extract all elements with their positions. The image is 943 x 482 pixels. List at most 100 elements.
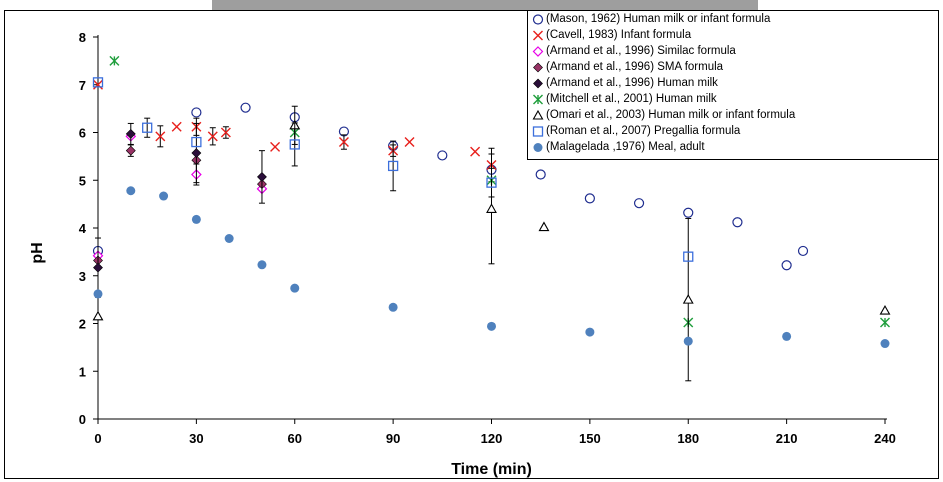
marker-stroke: [155, 131, 166, 142]
legend-marker: [533, 94, 543, 105]
marker-stroke: [470, 146, 481, 157]
data-point: [191, 107, 202, 118]
legend-item: (Malagelada ,1976) Meal, adult: [528, 140, 938, 155]
data-point: [93, 79, 103, 90]
data-point: [191, 136, 202, 148]
data-point: [486, 203, 497, 213]
data-point: [533, 143, 543, 152]
legend-marker: [532, 126, 544, 137]
legend-marker: [532, 46, 544, 57]
x-tick-label: 60: [288, 431, 302, 446]
data-point: [270, 141, 281, 152]
data-point: [533, 62, 543, 73]
legend-marker: [533, 78, 543, 89]
legend-item: (Roman et al., 2007) Pregallia formula: [528, 124, 938, 139]
data-point: [584, 193, 595, 204]
y-tick-label: 4: [79, 221, 87, 236]
data-point: [532, 14, 544, 25]
data-point: [682, 294, 694, 304]
marker-stroke: [404, 137, 415, 148]
x-tick-label: 90: [386, 431, 400, 446]
series-group: [92, 130, 268, 262]
legend-item: (Armand et al., 1996) Similac formula: [528, 44, 938, 59]
data-point: [486, 177, 497, 188]
legend-label: (Mason, 1962) Human milk or infant formu…: [546, 13, 771, 25]
legend-item: (Cavell, 1983) Infant formula: [528, 28, 938, 43]
chart-legend: (Mason, 1962) Human milk or infant formu…: [527, 10, 939, 160]
legend-item: (Armand et al., 1996) SMA formula: [528, 60, 938, 75]
data-point: [257, 260, 267, 270]
data-point: [109, 55, 120, 66]
legend-marker: [533, 62, 543, 73]
data-point: [732, 217, 743, 228]
x-axis-title: Time (min): [451, 461, 532, 478]
marker-stroke: [207, 131, 218, 142]
data-point: [92, 77, 104, 88]
data-point: [404, 137, 415, 148]
error-bar: [390, 140, 397, 192]
data-point: [171, 121, 182, 132]
legend-label: (Armand et al., 1996) Similac formula: [546, 45, 736, 57]
y-tick-label: 3: [79, 269, 86, 284]
header-bar: [212, 0, 758, 10]
legend-item: (Armand et al., 1996) Human milk: [528, 76, 938, 91]
data-point: [797, 245, 809, 257]
data-point: [782, 331, 792, 341]
error-bar: [291, 122, 298, 167]
data-point: [257, 171, 267, 182]
data-point: [683, 251, 694, 262]
data-point: [93, 262, 103, 273]
data-point: [142, 122, 153, 133]
legend-label: (Malagelada ,1976) Meal, adult: [546, 141, 705, 153]
marker-stroke: [270, 141, 281, 152]
data-point: [532, 109, 544, 120]
y-tick-label: 5: [79, 173, 86, 188]
data-point: [532, 126, 544, 137]
x-tick-label: 180: [677, 431, 699, 446]
data-point: [289, 139, 300, 150]
data-point: [191, 148, 202, 158]
y-tick-label: 8: [79, 30, 86, 45]
legend-marker: [532, 109, 544, 120]
legend-marker: [533, 30, 543, 41]
legend-marker: [533, 143, 543, 152]
data-point: [880, 339, 890, 349]
data-point: [683, 207, 694, 218]
y-tick-label: 7: [79, 78, 86, 93]
data-point: [207, 131, 218, 142]
series-group: [93, 144, 267, 266]
legend-label: (Armand et al., 1996) SMA formula: [546, 61, 724, 73]
data-point: [290, 283, 300, 293]
data-point: [538, 221, 550, 232]
data-point: [92, 310, 104, 321]
data-point: [191, 214, 201, 224]
legend-item: (Mitchell et al., 2001) Human milk: [528, 92, 938, 107]
x-tick-label: 120: [481, 431, 503, 446]
data-point: [532, 46, 544, 57]
data-point: [338, 137, 349, 148]
legend-label: (Mitchell et al., 2001) Human milk: [546, 93, 717, 105]
data-point: [533, 78, 543, 89]
data-point: [533, 94, 543, 105]
data-point: [240, 102, 251, 113]
marker-stroke: [93, 79, 103, 90]
error-bar: [144, 117, 151, 138]
data-point: [781, 260, 792, 271]
y-axis-title: pH: [29, 242, 46, 263]
data-point: [487, 321, 496, 331]
y-tick-label: 1: [79, 364, 86, 379]
data-point: [224, 234, 234, 244]
data-point: [879, 304, 891, 315]
legend-label: (Cavell, 1983) Infant formula: [546, 29, 692, 41]
y-tick-label: 0: [79, 412, 86, 427]
data-point: [126, 186, 136, 196]
data-point: [159, 191, 169, 201]
data-point: [437, 150, 448, 161]
data-point: [585, 327, 595, 337]
x-tick-label: 0: [94, 431, 101, 446]
data-point: [155, 131, 166, 142]
data-point: [470, 146, 481, 157]
x-tick-label: 210: [776, 431, 798, 446]
y-tick-label: 6: [79, 126, 86, 141]
